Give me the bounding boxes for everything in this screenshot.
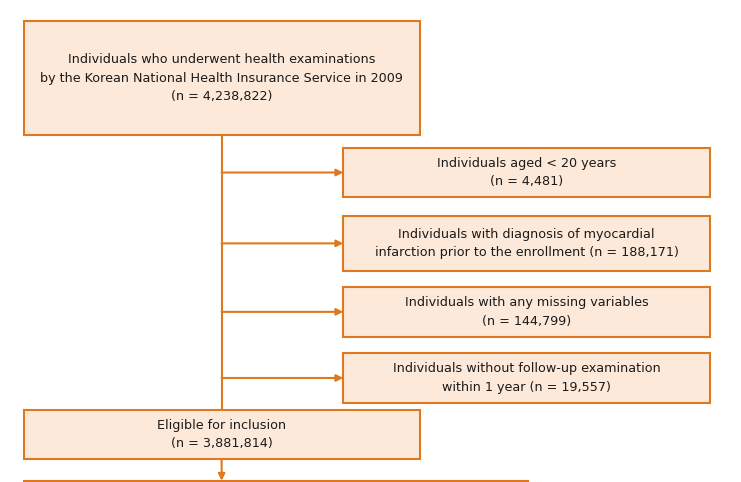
FancyBboxPatch shape	[343, 353, 710, 403]
FancyBboxPatch shape	[343, 287, 710, 336]
FancyBboxPatch shape	[24, 481, 528, 482]
Text: Individuals aged < 20 years
(n = 4,481): Individuals aged < 20 years (n = 4,481)	[437, 157, 617, 188]
FancyBboxPatch shape	[24, 21, 419, 134]
FancyBboxPatch shape	[24, 410, 419, 459]
Text: Individuals without follow-up examination
within 1 year (n = 19,557): Individuals without follow-up examinatio…	[393, 362, 660, 394]
Text: Individuals with any missing variables
(n = 144,799): Individuals with any missing variables (…	[405, 296, 648, 328]
Text: Eligible for inclusion
(n = 3,881,814): Eligible for inclusion (n = 3,881,814)	[157, 419, 286, 450]
Text: Individuals with diagnosis of myocardial
infarction prior to the enrollment (n =: Individuals with diagnosis of myocardial…	[375, 228, 679, 259]
FancyBboxPatch shape	[343, 216, 710, 270]
Text: Individuals who underwent health examinations
by the Korean National Health Insu: Individuals who underwent health examina…	[40, 53, 403, 103]
FancyBboxPatch shape	[343, 147, 710, 197]
